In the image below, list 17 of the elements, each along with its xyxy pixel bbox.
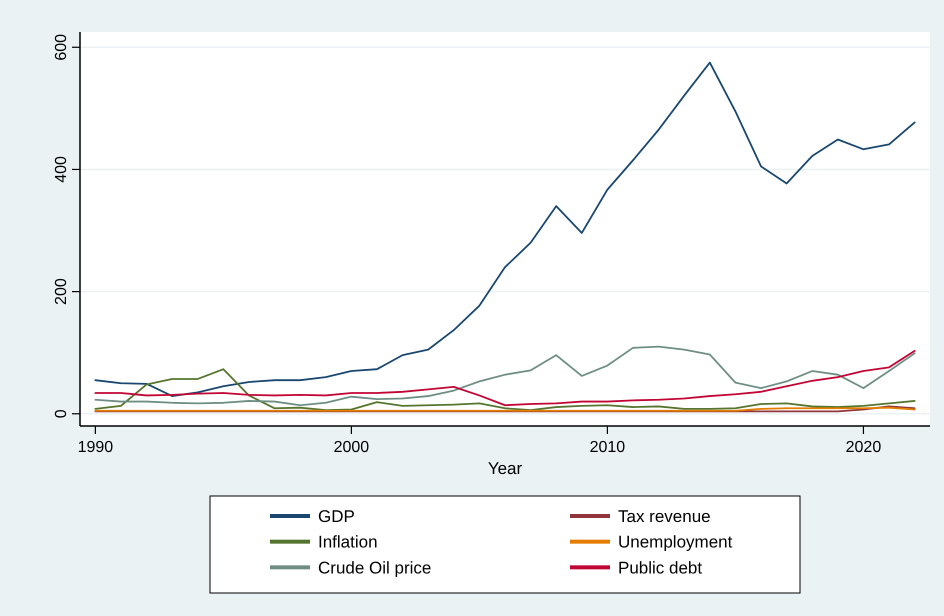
x-tick-label: 1990 (78, 439, 114, 456)
legend-label: Public debt (618, 558, 702, 578)
y-tick-label: 0 (53, 409, 70, 418)
legend-label: GDP (318, 507, 355, 526)
x-axis-title: Year (488, 459, 523, 478)
x-tick-label: 2020 (846, 439, 882, 456)
y-tick-label: 400 (53, 156, 70, 183)
line-series (94, 368, 916, 412)
y-tick-label: 600 (53, 34, 70, 61)
legend-label: Unemployment (618, 532, 733, 552)
legend-label: Inflation (318, 532, 378, 552)
line-series (94, 62, 916, 397)
legend-label: Tax revenue (618, 507, 711, 526)
x-tick-label: 2010 (590, 439, 626, 456)
y-tick-label: 200 (53, 278, 70, 305)
legend-label: Crude Oil price (318, 558, 432, 578)
x-tick-label: 2000 (334, 439, 370, 456)
